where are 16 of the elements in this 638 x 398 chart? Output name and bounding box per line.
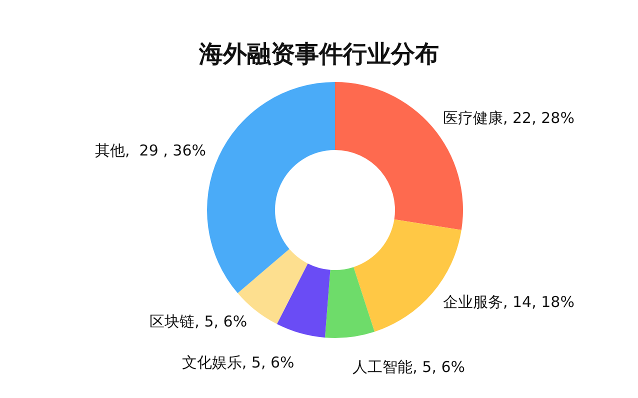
donut-slice: [207, 82, 335, 294]
data-label: , 5, 6%: [242, 353, 294, 372]
data-label: , 14, 18%: [502, 293, 574, 312]
slice-label: 企业服务: [442, 293, 503, 312]
slice-label: 其他: [94, 142, 125, 160]
slice-label: 区块链: [150, 312, 195, 331]
data-label: , 22, 28%: [502, 108, 574, 127]
data-label: , 5, 6%: [412, 358, 466, 376]
slice-label: 文化娱乐: [182, 353, 242, 372]
data-label: , 5, 6%: [194, 312, 248, 331]
chart-title: 海外融资事件行业分布: [198, 39, 440, 70]
data-label: , 29 , 36%: [124, 142, 206, 160]
slice-label: 人工智能: [352, 358, 413, 376]
donut-slice: [324, 267, 375, 338]
slice-label: 医疗健康: [442, 108, 503, 127]
donut-slice: [276, 263, 330, 338]
